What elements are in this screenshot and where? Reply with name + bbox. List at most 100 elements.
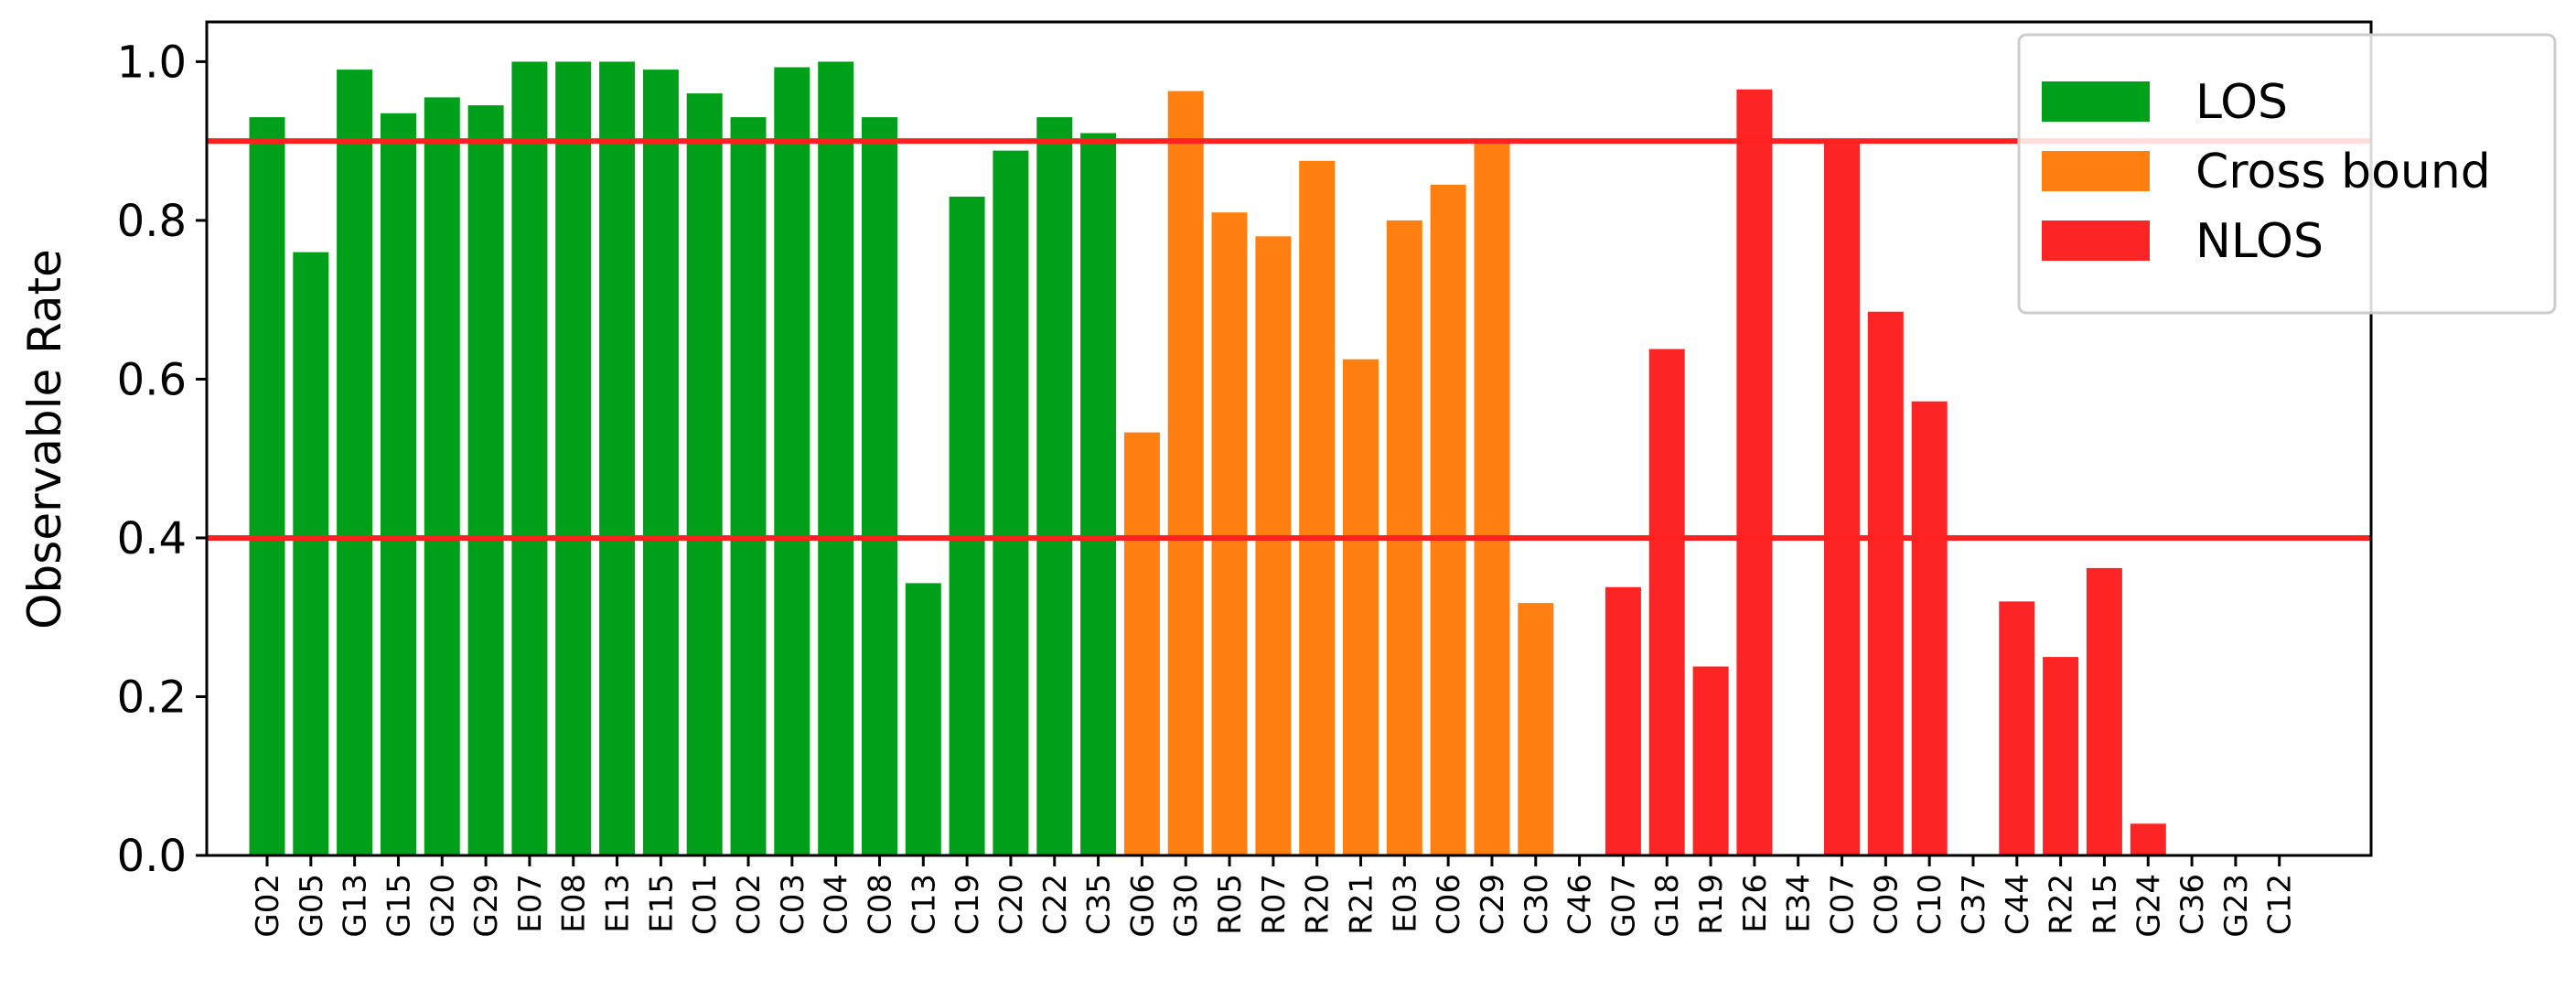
x-tick-label-C13: C13 [906, 874, 942, 935]
bar-G18 [1648, 349, 1685, 855]
x-tick-label-E03: E03 [1387, 874, 1423, 933]
y-tick-label: 0.6 [117, 354, 187, 405]
x-tick-label-R20: R20 [1300, 874, 1336, 935]
x-tick-label-C30: C30 [1519, 874, 1555, 935]
x-tick-label-C12: C12 [2262, 874, 2299, 935]
x-tick-label-G24: G24 [2131, 874, 2167, 938]
bar-G15 [381, 113, 416, 856]
bar-C01 [686, 93, 723, 856]
y-axis-label: Observable Rate [18, 249, 71, 629]
x-tick-label-C37: C37 [1956, 874, 1992, 935]
bar-C29 [1474, 141, 1510, 856]
x-tick-label-C01: C01 [687, 874, 724, 935]
bar-R22 [2043, 657, 2079, 855]
x-tick-label-E34: E34 [1781, 874, 1818, 933]
x-tick-label-C46: C46 [1562, 874, 1599, 935]
bar-C30 [1518, 603, 1554, 855]
bar-C19 [949, 196, 985, 855]
x-axis: G02 G05 G13 G15 G20 G29 E07 E08 E13 E15 C01 C02 C03 C… [250, 855, 2299, 938]
y-tick-label: 0.0 [117, 831, 187, 882]
x-tick-label-C04: C04 [819, 874, 855, 935]
bar-R15 [2086, 567, 2122, 855]
x-tick-label-C06: C06 [1431, 874, 1467, 935]
y-axis: 0.0 0.2 0.4 0.6 0.8 1.0 [117, 37, 207, 882]
bar-G13 [337, 70, 373, 856]
x-tick-label-E07: E07 [512, 874, 549, 933]
x-tick-label-E15: E15 [643, 874, 680, 933]
x-tick-label-C29: C29 [1475, 874, 1511, 935]
legend: LOS Cross bound NLOS [2017, 33, 2557, 315]
bar-C04 [818, 61, 854, 855]
bar-C07 [1824, 141, 1860, 856]
bar-E08 [555, 61, 592, 855]
bar-E07 [511, 61, 548, 855]
x-tick-label-C08: C08 [863, 874, 899, 935]
x-tick-label-R07: R07 [1256, 874, 1293, 935]
y-tick-label: 0.2 [117, 672, 187, 723]
y-tick-label: 0.8 [117, 196, 187, 247]
bar-G29 [467, 105, 504, 856]
x-tick-label-C36: C36 [2174, 874, 2211, 935]
legend-swatch-cross-bound [2042, 151, 2150, 191]
y-tick-label: 1.0 [117, 37, 187, 88]
bar-C09 [1867, 311, 1904, 855]
x-tick-label-C20: C20 [993, 874, 1030, 935]
x-tick-label-C22: C22 [1037, 874, 1074, 935]
x-tick-label-C44: C44 [2000, 874, 2036, 935]
x-tick-label-R15: R15 [2087, 874, 2123, 935]
x-tick-label-E13: E13 [600, 874, 637, 933]
bar-G24 [2130, 823, 2166, 855]
bar-G30 [1167, 91, 1204, 855]
bars-group [249, 61, 2166, 856]
x-tick-label-G02: G02 [250, 874, 286, 938]
bar-C20 [993, 150, 1029, 856]
legend-label-nlos: NLOS [2195, 214, 2324, 269]
x-tick-label-G20: G20 [424, 874, 461, 938]
bar-C06 [1430, 184, 1466, 855]
bar-C13 [905, 583, 941, 855]
x-tick-label-G23: G23 [2218, 874, 2255, 938]
bar-R21 [1343, 359, 1379, 855]
legend-swatch-nlos [2042, 220, 2150, 261]
x-tick-label-C09: C09 [1868, 874, 1905, 935]
x-tick-label-G06: G06 [1124, 874, 1161, 938]
x-tick-label-C03: C03 [775, 874, 811, 935]
x-tick-label-G13: G13 [338, 874, 374, 938]
x-tick-label-E26: E26 [1737, 874, 1774, 933]
plot-frame [205, 20, 2373, 857]
legend-label-cross-bound: Cross bound [2195, 145, 2491, 199]
x-tick-label-R22: R22 [2044, 874, 2080, 935]
bar-E15 [642, 70, 679, 856]
legend-label-los: LOS [2195, 75, 2288, 130]
x-tick-label-C07: C07 [1825, 874, 1862, 935]
bar-G07 [1605, 586, 1641, 855]
bar-G02 [249, 117, 285, 856]
bar-C44 [1999, 601, 2035, 855]
bar-C22 [1036, 117, 1073, 856]
reference-lines [207, 138, 2371, 541]
x-tick-label-C35: C35 [1081, 874, 1118, 935]
bar-C10 [1911, 401, 1948, 855]
bar-G05 [293, 252, 329, 856]
legend-swatch-los [2042, 81, 2150, 122]
x-tick-label-G05: G05 [294, 874, 330, 938]
bar-G06 [1123, 432, 1160, 855]
bar-E26 [1736, 89, 1773, 855]
bar-C02 [730, 117, 767, 856]
x-tick-label-R05: R05 [1212, 874, 1249, 935]
bar-R07 [1255, 236, 1292, 855]
y-tick-label: 0.4 [117, 513, 187, 564]
bar-G20 [424, 97, 460, 855]
x-tick-label-E08: E08 [556, 874, 593, 933]
bar-C08 [862, 117, 897, 856]
x-tick-label-C02: C02 [731, 874, 767, 935]
x-tick-label-G07: G07 [1605, 874, 1642, 938]
bar-E13 [599, 61, 636, 855]
x-tick-label-G15: G15 [381, 874, 418, 938]
x-tick-label-C10: C10 [1912, 874, 1948, 935]
legend-box [2017, 33, 2557, 315]
x-tick-label-G30: G30 [1168, 874, 1205, 938]
x-tick-label-R19: R19 [1693, 874, 1730, 935]
bar-C35 [1080, 133, 1117, 855]
